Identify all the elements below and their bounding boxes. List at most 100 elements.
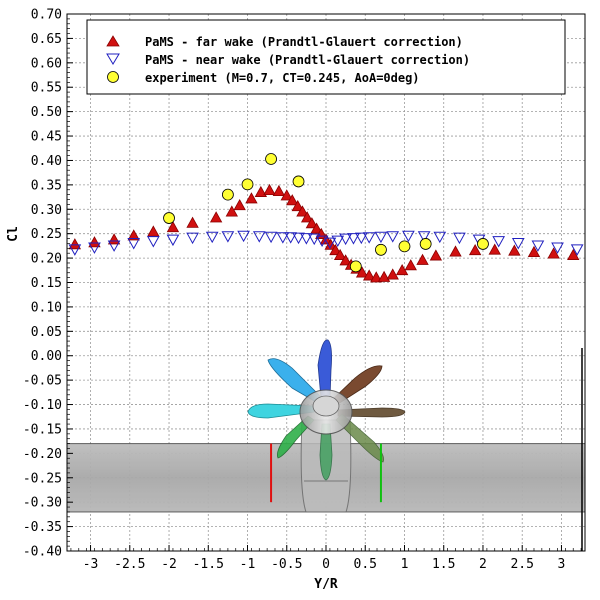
near-wake-point — [386, 231, 400, 243]
y-axis-ticks: 0.70 0.65 0.60 0.55 0.50 0.45 0.40 0.35 0.30 0.25… — [23, 8, 73, 560]
x-tick-label: -1 — [240, 557, 256, 572]
y-tick-label: 0.55 — [31, 81, 62, 96]
far-wake-point — [166, 221, 180, 233]
far-wake-point — [329, 243, 342, 256]
legend-marker-near-wake — [106, 53, 120, 65]
experiment-point — [375, 243, 387, 256]
x-tick-label: 1.5 — [432, 557, 455, 572]
x-tick-label: -1.5 — [193, 557, 224, 572]
near-wake-point — [88, 242, 101, 254]
y-tick-label: 0.35 — [31, 178, 62, 193]
near-wake-point — [531, 240, 545, 252]
near-wake-point — [166, 234, 180, 247]
y-tick-label: 0.70 — [31, 8, 62, 23]
far-wake-point — [362, 269, 376, 281]
far-wake-point — [127, 229, 140, 241]
near-wake-point — [146, 236, 160, 248]
y-axis-title: Cl — [6, 226, 21, 242]
far-wake-point — [527, 245, 541, 258]
near-wake-point — [127, 238, 141, 250]
grid — [67, 13, 585, 552]
far-wake-point — [416, 253, 429, 265]
blade-lower-left — [276, 415, 315, 459]
x-tick-label: 3 — [558, 557, 566, 572]
near-wake-point — [354, 232, 368, 245]
y-tick-label: -0.05 — [23, 374, 62, 389]
near-wake-point — [264, 231, 278, 244]
spinner-cap — [312, 395, 340, 417]
blade-left — [247, 403, 315, 419]
x-tick-label: 1 — [401, 557, 409, 572]
near-wake-point — [252, 231, 266, 243]
near-wake-point — [433, 231, 447, 244]
y-tick-label: 0.05 — [31, 325, 62, 340]
near-wake-point — [300, 233, 313, 245]
propeller-illustration — [67, 339, 585, 513]
x-tick-label: -2.5 — [114, 557, 145, 572]
experiment-point — [292, 175, 305, 188]
x-tick-label: 0.5 — [354, 557, 377, 572]
far-wake-point — [291, 200, 304, 212]
far-wake-point — [488, 243, 501, 255]
experiment-point — [398, 240, 411, 253]
near-wake-point — [205, 231, 219, 244]
x-tick-label: 2 — [479, 557, 487, 572]
far-wake-point — [186, 216, 199, 228]
legend-label-far-wake: PaMS - far wake (Prandtl-Glauert correct… — [145, 35, 463, 49]
y-tick-label: 0.60 — [31, 56, 62, 71]
experiment-point — [163, 212, 175, 224]
far-wake-point — [386, 268, 399, 280]
near-wake-point — [237, 230, 250, 243]
series-far-wake — [68, 183, 580, 283]
y-tick-label: -0.40 — [23, 545, 62, 560]
y-tick-label: -0.20 — [23, 447, 62, 462]
far-wake-point — [296, 205, 309, 217]
near-wake-point — [402, 230, 415, 243]
near-wake-point — [331, 235, 345, 248]
legend-label-near-wake: PaMS - near wake (Prandtl-Glauert correc… — [145, 53, 470, 67]
x-axis-ticks: -3 -2.5 -2 -1.5 -1 -0.5 0 0.5 1 1.5 2 2.5 3 — [70, 545, 582, 572]
y-tick-label: -0.35 — [23, 520, 62, 535]
y-tick-label: -0.25 — [23, 471, 62, 486]
far-wake-point — [449, 245, 462, 257]
far-wake-point — [333, 248, 347, 260]
near-wake-point — [417, 231, 431, 243]
near-wake-point — [453, 232, 466, 245]
legend-marker-far-wake — [106, 35, 120, 47]
experiment-point — [477, 238, 489, 250]
x-tick-label: -3 — [83, 557, 99, 572]
near-wake-point — [362, 232, 376, 244]
near-wake-point — [276, 232, 290, 244]
blade-bottom — [319, 423, 333, 481]
legend-box — [86, 19, 566, 95]
y-tick-label: 0.00 — [31, 349, 62, 364]
near-wake-point — [492, 236, 506, 248]
far-wake-point — [567, 248, 580, 260]
legend-marker-experiment — [107, 71, 119, 83]
far-wake-point — [370, 271, 383, 283]
near-wake-point — [292, 232, 305, 245]
y-tick-label: 0.20 — [31, 252, 62, 267]
far-wake-point — [245, 192, 258, 204]
y-tick-label: 0.50 — [31, 105, 62, 120]
far-wake-point — [429, 249, 443, 261]
x-tick-label: -0.5 — [271, 557, 302, 572]
far-wake-point — [209, 211, 223, 223]
far-wake-point — [508, 244, 521, 256]
near-wake-point — [186, 232, 199, 245]
far-wake-point — [254, 185, 268, 197]
experiment-point — [241, 178, 254, 191]
far-wake-point — [547, 247, 560, 259]
experiment-point — [221, 188, 234, 201]
far-wake-point — [263, 183, 276, 196]
blade-upper-left — [267, 358, 321, 403]
blade-lower-right — [335, 413, 384, 463]
series-experiment — [163, 153, 489, 273]
far-wake-point — [147, 225, 160, 237]
far-wake-point — [305, 217, 319, 229]
far-wake-point — [468, 243, 482, 256]
far-wake-point — [88, 236, 101, 248]
far-wake-point — [377, 270, 391, 282]
legend-label-experiment: experiment (M=0.7, CT=0.245, AoA=0deg) — [145, 71, 420, 85]
